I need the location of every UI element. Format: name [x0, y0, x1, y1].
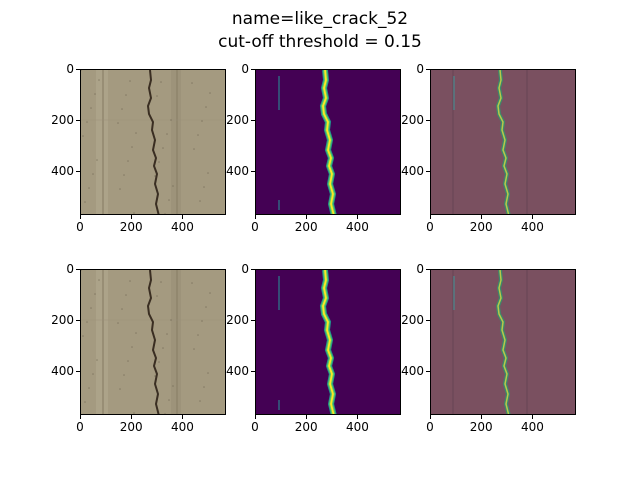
- y-tick-mark: [251, 68, 255, 70]
- y-tick-label: 200: [401, 313, 424, 328]
- concrete-photo-image: [81, 70, 225, 214]
- label-heatmap-image: [256, 270, 400, 414]
- x-tick-label: 0: [426, 420, 434, 434]
- x-tick-label: 400: [346, 420, 369, 434]
- x-tick-label: 0: [426, 220, 434, 234]
- x-tick-label: 200: [294, 220, 318, 234]
- y-tick-label: 0: [241, 262, 249, 276]
- y-tick-mark: [251, 370, 255, 372]
- x-tick-label: 400: [521, 220, 544, 234]
- x-tick-label: 400: [171, 220, 194, 234]
- x-tick-label: 400: [346, 220, 369, 234]
- x-tick-mark: [429, 215, 431, 219]
- y-tick-label: 200: [401, 113, 424, 128]
- y-tick-mark: [251, 170, 255, 172]
- overlay-image: [431, 270, 575, 414]
- x-tick-mark: [305, 415, 307, 419]
- x-tick-label: 200: [469, 420, 493, 434]
- panel-r1c2-prediction-heatmap: [255, 69, 401, 215]
- x-tick-label: 200: [469, 220, 493, 234]
- x-tick-mark: [480, 215, 482, 219]
- figure-subtitle: cut-off threshold = 0.15: [218, 32, 422, 52]
- prediction-heatmap-image: [256, 70, 400, 214]
- y-tick-mark: [426, 119, 430, 121]
- x-tick-mark: [254, 215, 256, 219]
- x-tick-label: 400: [171, 420, 194, 434]
- y-tick-mark: [251, 119, 255, 121]
- y-tick-mark: [76, 119, 80, 121]
- overlay-image: [431, 70, 575, 214]
- x-tick-mark: [480, 415, 482, 419]
- x-tick-label: 0: [76, 420, 84, 434]
- y-tick-label: 200: [226, 113, 249, 128]
- x-tick-label: 200: [119, 420, 143, 434]
- y-tick-label: 200: [51, 113, 74, 128]
- x-tick-mark: [356, 415, 358, 419]
- y-tick-label: 200: [226, 313, 249, 328]
- panel-r2c3-overlay: [430, 269, 576, 415]
- y-tick-label: 400: [226, 364, 249, 379]
- y-tick-mark: [426, 268, 430, 270]
- y-tick-mark: [76, 68, 80, 70]
- y-tick-label: 400: [401, 364, 424, 379]
- y-tick-label: 0: [66, 262, 74, 276]
- y-tick-mark: [76, 319, 80, 321]
- panel-r1c1-concrete-photo: [80, 69, 226, 215]
- y-tick-mark: [426, 319, 430, 321]
- x-tick-mark: [181, 215, 183, 219]
- x-tick-mark: [79, 415, 81, 419]
- x-tick-mark: [429, 415, 431, 419]
- y-tick-label: 200: [51, 313, 74, 328]
- y-tick-label: 0: [241, 62, 249, 76]
- y-tick-label: 400: [51, 164, 74, 179]
- panel-r1c3-overlay: [430, 69, 576, 215]
- figure-title: name=like_crack_52: [231, 9, 409, 29]
- x-tick-mark: [79, 215, 81, 219]
- concrete-photo-image: [81, 270, 225, 414]
- y-tick-label: 400: [51, 364, 74, 379]
- x-tick-label: 0: [251, 220, 259, 234]
- x-tick-mark: [305, 215, 307, 219]
- x-tick-label: 200: [119, 220, 143, 234]
- panel-r2c2-label-heatmap: [255, 269, 401, 415]
- x-tick-mark: [254, 415, 256, 419]
- y-tick-mark: [76, 268, 80, 270]
- x-tick-mark: [356, 215, 358, 219]
- y-tick-mark: [251, 268, 255, 270]
- y-tick-label: 0: [416, 262, 424, 276]
- y-tick-mark: [426, 370, 430, 372]
- y-tick-label: 0: [66, 62, 74, 76]
- y-tick-mark: [76, 370, 80, 372]
- x-tick-mark: [130, 215, 132, 219]
- y-tick-mark: [426, 170, 430, 172]
- x-tick-label: 0: [251, 420, 259, 434]
- x-tick-label: 200: [294, 420, 318, 434]
- x-tick-label: 400: [521, 420, 544, 434]
- x-tick-mark: [130, 415, 132, 419]
- y-tick-mark: [426, 68, 430, 70]
- x-tick-mark: [531, 215, 533, 219]
- x-tick-mark: [181, 415, 183, 419]
- y-tick-mark: [76, 170, 80, 172]
- y-tick-label: 0: [416, 62, 424, 76]
- x-tick-mark: [531, 415, 533, 419]
- y-tick-mark: [251, 319, 255, 321]
- y-tick-label: 400: [401, 164, 424, 179]
- panel-r2c1-concrete-photo: [80, 269, 226, 415]
- x-tick-label: 0: [76, 220, 84, 234]
- y-tick-label: 400: [226, 164, 249, 179]
